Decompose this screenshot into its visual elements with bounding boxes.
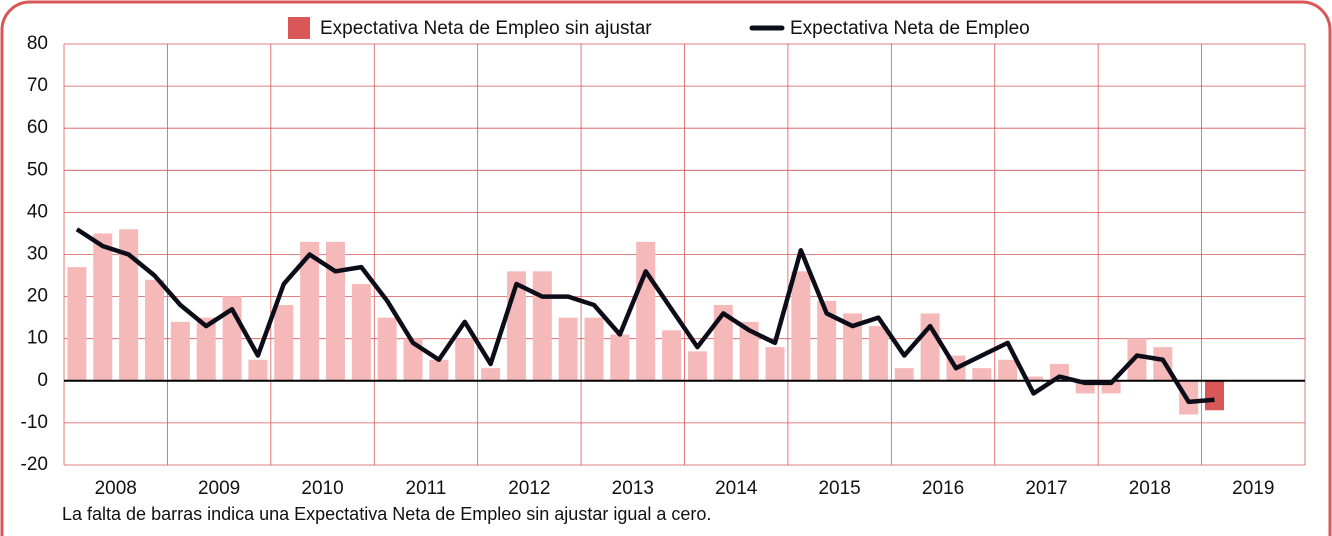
x-tick-label: 2009 (198, 478, 240, 499)
bar (93, 233, 113, 381)
bar (1024, 376, 1044, 381)
bar (170, 321, 190, 381)
x-tick-label: 2016 (922, 478, 964, 499)
bar (972, 368, 992, 381)
bar (584, 317, 604, 381)
bar (1205, 380, 1225, 411)
y-tick-label: 50 (27, 159, 48, 180)
y-tick-label: 0 (37, 370, 48, 391)
x-tick-label: 2018 (1129, 478, 1171, 499)
bar (119, 229, 139, 381)
x-tick-label: 2017 (1025, 478, 1067, 499)
bar (196, 317, 216, 381)
bar (144, 279, 164, 381)
bar (817, 300, 837, 381)
bar (455, 338, 475, 381)
bar (868, 326, 888, 381)
y-tick-label: 40 (27, 201, 48, 222)
bar (274, 305, 294, 381)
y-tick-label: 30 (27, 244, 48, 265)
bar (558, 317, 578, 381)
bar (429, 359, 449, 381)
bar (998, 359, 1018, 381)
y-tick-label: -10 (21, 412, 48, 433)
bar (843, 313, 863, 381)
note: La falta de barras indica una Expectativ… (62, 504, 711, 524)
bar (920, 313, 940, 381)
y-tick-label: 10 (27, 328, 48, 349)
y-tick-label: -20 (21, 454, 48, 475)
bar (481, 368, 501, 381)
x-tick-label: 2012 (508, 478, 550, 499)
legend-swatch (288, 17, 310, 39)
bar (532, 271, 552, 381)
line (75, 227, 1215, 405)
bar (636, 241, 656, 381)
bar (351, 283, 371, 381)
x-tick-label: 2019 (1232, 478, 1274, 499)
y-tick-label: 70 (27, 75, 48, 96)
bar (713, 305, 733, 381)
bar (687, 351, 707, 381)
x-tick-label: 2013 (612, 478, 654, 499)
bar (739, 321, 759, 381)
bar (765, 347, 785, 381)
legend-label: Expectativa Neta de Empleo (790, 18, 1030, 39)
y-tick-label: 20 (27, 286, 48, 307)
x-tick-label: 2015 (818, 478, 860, 499)
legend-label: Expectativa Neta de Empleo sin ajustar (320, 18, 652, 39)
bar (67, 267, 87, 381)
bar (662, 330, 682, 381)
bar (377, 317, 397, 381)
bar (300, 241, 320, 381)
bar (610, 334, 630, 381)
y-tick-label: 80 (27, 33, 48, 54)
x-tick-label: 2010 (301, 478, 343, 499)
x-tick-label: 2014 (715, 478, 758, 499)
bar (1127, 338, 1147, 381)
bar (325, 241, 345, 381)
bar (791, 271, 811, 381)
x-tick-label: 2011 (406, 478, 447, 499)
bar (248, 359, 268, 381)
x-tick-label: 2008 (95, 478, 137, 499)
bar (403, 338, 423, 381)
bar (894, 368, 914, 381)
y-tick-label: 60 (27, 117, 48, 138)
